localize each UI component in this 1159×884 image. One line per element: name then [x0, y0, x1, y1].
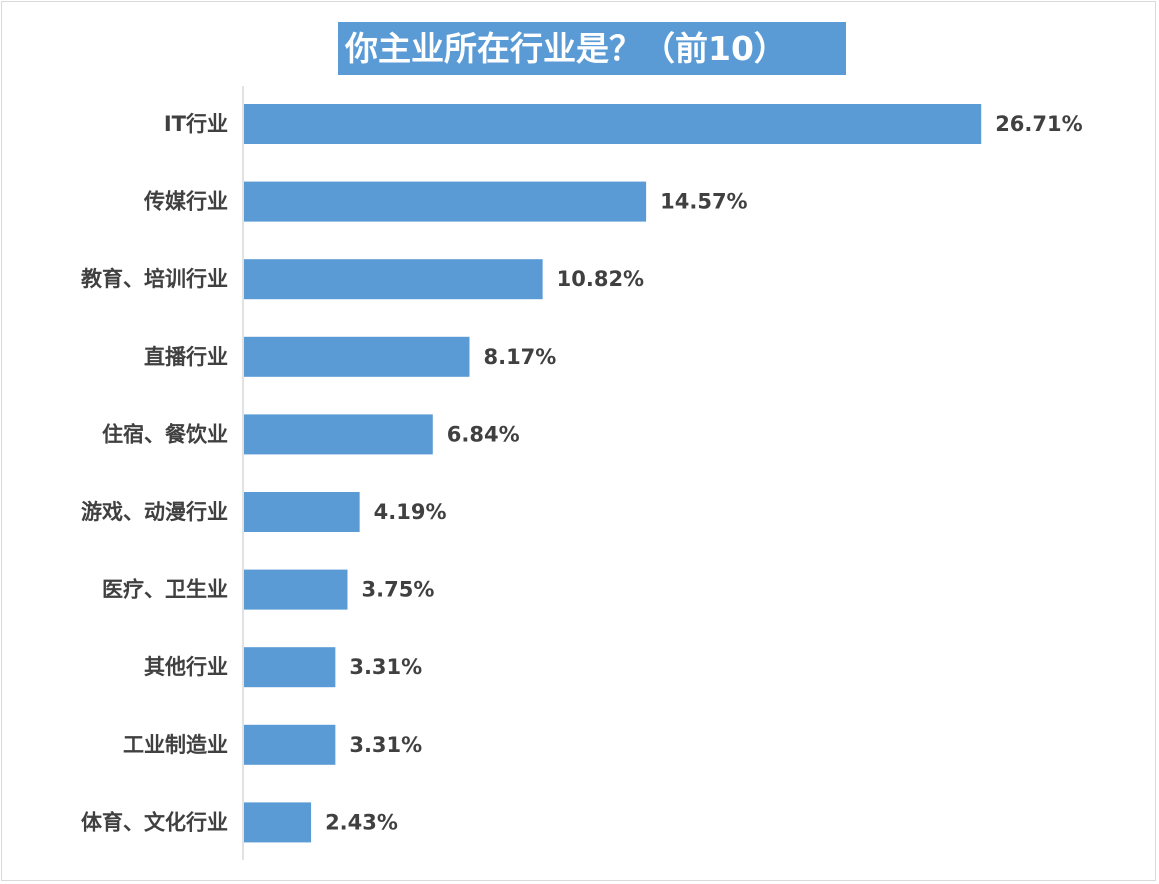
data-label: 26.71%: [995, 112, 1082, 136]
category-label: 直播行业: [144, 345, 228, 369]
category-label: 医疗、卫生业: [102, 578, 228, 602]
chart-title-background: [338, 22, 846, 75]
data-label: 6.84%: [447, 422, 520, 446]
bar: [244, 414, 433, 455]
category-label: 其他行业: [144, 655, 228, 679]
data-label: 3.75%: [362, 578, 435, 602]
bar: [244, 569, 348, 610]
bar: [244, 724, 336, 765]
data-label: 14.57%: [660, 190, 747, 214]
category-label: IT行业: [164, 112, 228, 136]
data-label: 4.19%: [374, 500, 447, 524]
category-label: 教育、培训行业: [81, 267, 228, 291]
data-label: 2.43%: [325, 810, 398, 834]
category-label: 传媒行业: [143, 190, 228, 214]
category-label: 游戏、动漫行业: [81, 500, 228, 524]
bar: [244, 492, 360, 532]
data-label: 10.82%: [557, 267, 644, 291]
chart-title: 你主业所在行业是？（前10）: [345, 29, 787, 68]
bar: [244, 181, 647, 222]
data-label: 8.17%: [483, 345, 556, 369]
data-label: 3.31%: [349, 733, 422, 757]
category-label: 工业制造业: [123, 733, 228, 757]
category-label: 体育、文化行业: [81, 810, 228, 834]
bar: [244, 259, 543, 300]
category-label: 住宿、餐饮业: [102, 422, 228, 446]
bar: [244, 647, 336, 688]
bar: [244, 802, 312, 843]
data-label: 3.31%: [349, 655, 422, 679]
bar: [244, 104, 982, 144]
bar: [244, 336, 470, 377]
